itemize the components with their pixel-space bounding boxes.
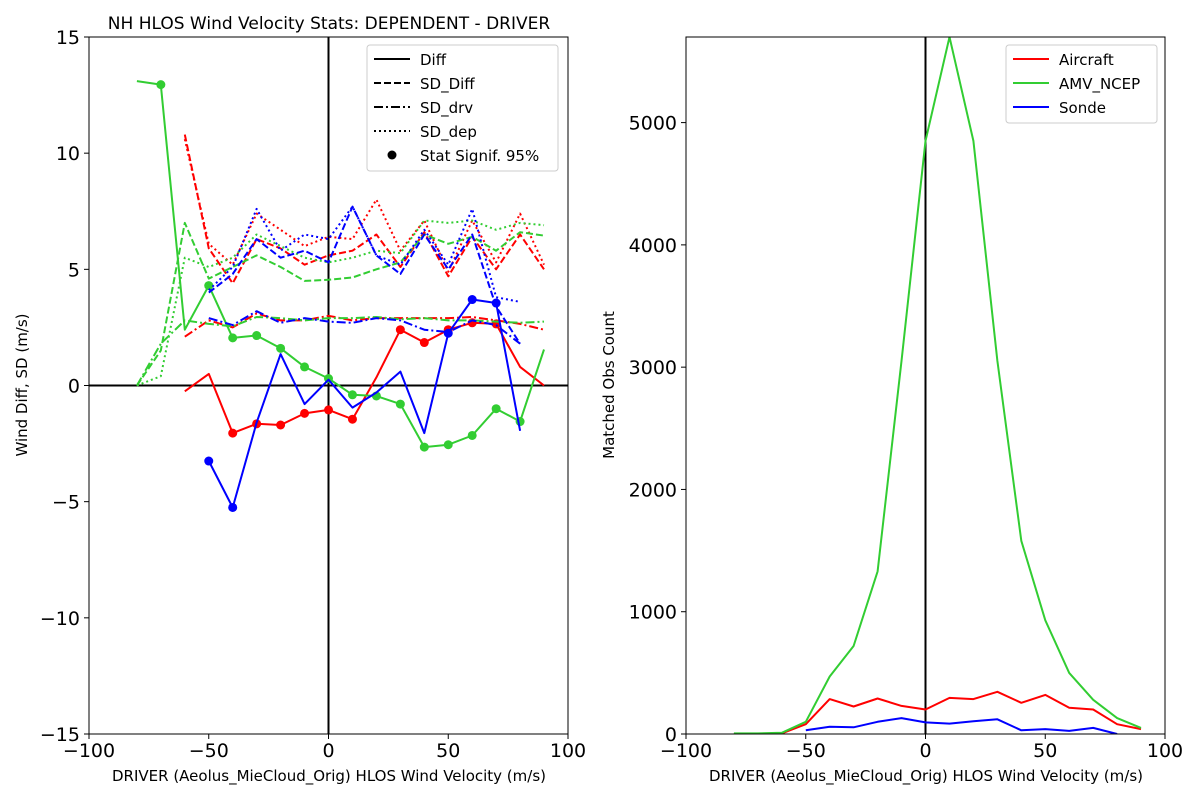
legend-sd-drv-label: SD_drv <box>420 99 473 118</box>
right-y-tick-label: 5000 <box>629 113 677 135</box>
left-amv-ncep-signif-point <box>419 442 429 452</box>
right-plot-area <box>733 37 1142 734</box>
left-sonde-signif-point <box>467 295 477 305</box>
left-aircraft-signif-point <box>419 338 429 348</box>
left-legend-box <box>366 44 559 172</box>
left-y-tick-label: 5 <box>68 259 80 281</box>
right-x-axis-label: DRIVER (Aeolus_MieCloud_Orig) HLOS Wind … <box>709 767 1143 786</box>
left-x-tick-label: 0 <box>322 740 334 762</box>
right-series-layer <box>733 37 1142 734</box>
left-y-tick-label: −10 <box>40 608 80 630</box>
left-aircraft-signif-point <box>228 428 238 438</box>
left-aircraft-signif-point <box>300 408 310 418</box>
left-amv-ncep-sd-dep-line <box>136 219 545 387</box>
right-aircraft-line <box>733 690 1142 734</box>
right-y-tick-label: 1000 <box>629 602 677 624</box>
left-x-axis-label: DRIVER (Aeolus_MieCloud_Orig) HLOS Wind … <box>112 767 546 786</box>
right-x-tick-label: −50 <box>786 740 826 762</box>
left-amv-ncep-signif-point <box>300 362 310 372</box>
left-amv-ncep-signif-point <box>443 440 453 450</box>
left-amv-ncep-signif-point <box>252 331 262 341</box>
left-sonde-sd-dep-line <box>208 205 521 303</box>
left-aircraft-signif-point <box>395 325 405 335</box>
left-sonde-signif-point <box>228 502 238 512</box>
left-sonde-diff-line <box>207 298 522 509</box>
left-amv-ncep-signif-point <box>276 343 286 353</box>
left-y-tick-label: −5 <box>52 492 80 514</box>
left-x-tick-label: 50 <box>436 740 460 762</box>
left-x-tick-label: 100 <box>550 740 586 762</box>
left-aircraft-signif-point <box>324 405 333 415</box>
left-amv-ncep-signif-point <box>467 430 477 440</box>
right-y-tick-label: 0 <box>665 724 677 746</box>
left-amv-ncep-signif-point <box>395 399 405 409</box>
left-sonde-signif-point <box>443 328 453 338</box>
right-x-tick-label: 100 <box>1147 740 1183 762</box>
left-aircraft-diff-line <box>184 321 545 435</box>
left-amv-ncep-signif-point <box>491 404 501 414</box>
right-x-tick-label: 50 <box>1033 740 1057 762</box>
left-x-tick-label: −100 <box>63 740 115 762</box>
left-amv-ncep-signif-point <box>204 281 214 291</box>
right-legend: Aircraft AMV_NCEP Sonde <box>1005 44 1158 124</box>
left-series-layer <box>89 37 568 734</box>
legend-signif-label: Stat Signif. 95% <box>420 147 539 165</box>
left-sonde-signif-point <box>204 456 214 466</box>
right-y-tick-label: 2000 <box>629 479 677 501</box>
left-amv-ncep-signif-point <box>228 333 238 343</box>
left-aircraft-signif-point <box>347 414 357 424</box>
left-amv-ncep-sd-diff-line <box>136 221 545 387</box>
legend-signif-marker <box>387 150 397 160</box>
right-y-tick-label: 4000 <box>629 235 677 257</box>
left-legend: Diff SD_Diff SD_drv SD_dep Stat Signif. … <box>366 44 559 172</box>
left-y-tick-label: 15 <box>56 27 80 49</box>
right-axes-frame <box>685 36 1166 735</box>
right-x-tick-label: −100 <box>660 740 712 762</box>
left-aircraft-signif-point <box>276 420 286 430</box>
left-chart-title: NH HLOS Wind Velocity Stats: DEPENDENT -… <box>108 14 551 34</box>
left-amv-ncep-signif-point <box>347 390 357 400</box>
right-legend-box <box>1005 44 1158 124</box>
right-x-tick-label: 0 <box>919 740 931 762</box>
legend-sonde-label: Sonde <box>1059 99 1106 117</box>
left-aircraft-sd-dep-line <box>183 138 545 273</box>
left-axes-frame <box>88 36 569 735</box>
left-plot-area <box>89 37 568 734</box>
left-y-axis-label: Wind Diff, SD (m/s) <box>13 313 31 456</box>
legend-sd-dep-label: SD_dep <box>420 123 477 142</box>
left-x-tick-label: −50 <box>189 740 229 762</box>
left-sonde-sd-drv-line <box>208 310 521 345</box>
left-y-tick-label: −15 <box>40 724 80 746</box>
legend-amv-ncep-label: AMV_NCEP <box>1059 75 1140 94</box>
legend-sd-diff-label: SD_Diff <box>420 75 475 94</box>
left-aircraft-sd-drv-line <box>184 312 545 338</box>
left-y-tick-label: 0 <box>68 376 80 398</box>
legend-aircraft-label: Aircraft <box>1059 51 1114 69</box>
right-amv-ncep-line <box>733 37 1142 734</box>
left-amv-ncep-signif-point <box>156 80 166 90</box>
legend-diff-label: Diff <box>420 51 447 69</box>
right-sonde-line <box>805 717 1118 734</box>
right-chart-panel: DRIVER (Aeolus_MieCloud_Orig) HLOS Wind … <box>600 36 1183 786</box>
right-y-tick-label: 3000 <box>629 357 677 379</box>
left-y-tick-label: 10 <box>56 143 80 165</box>
right-y-axis-label: Matched Obs Count <box>600 311 618 459</box>
left-chart-panel: NH HLOS Wind Velocity Stats: DEPENDENT -… <box>13 14 586 786</box>
left-amv-ncep-diff-line <box>136 80 545 449</box>
